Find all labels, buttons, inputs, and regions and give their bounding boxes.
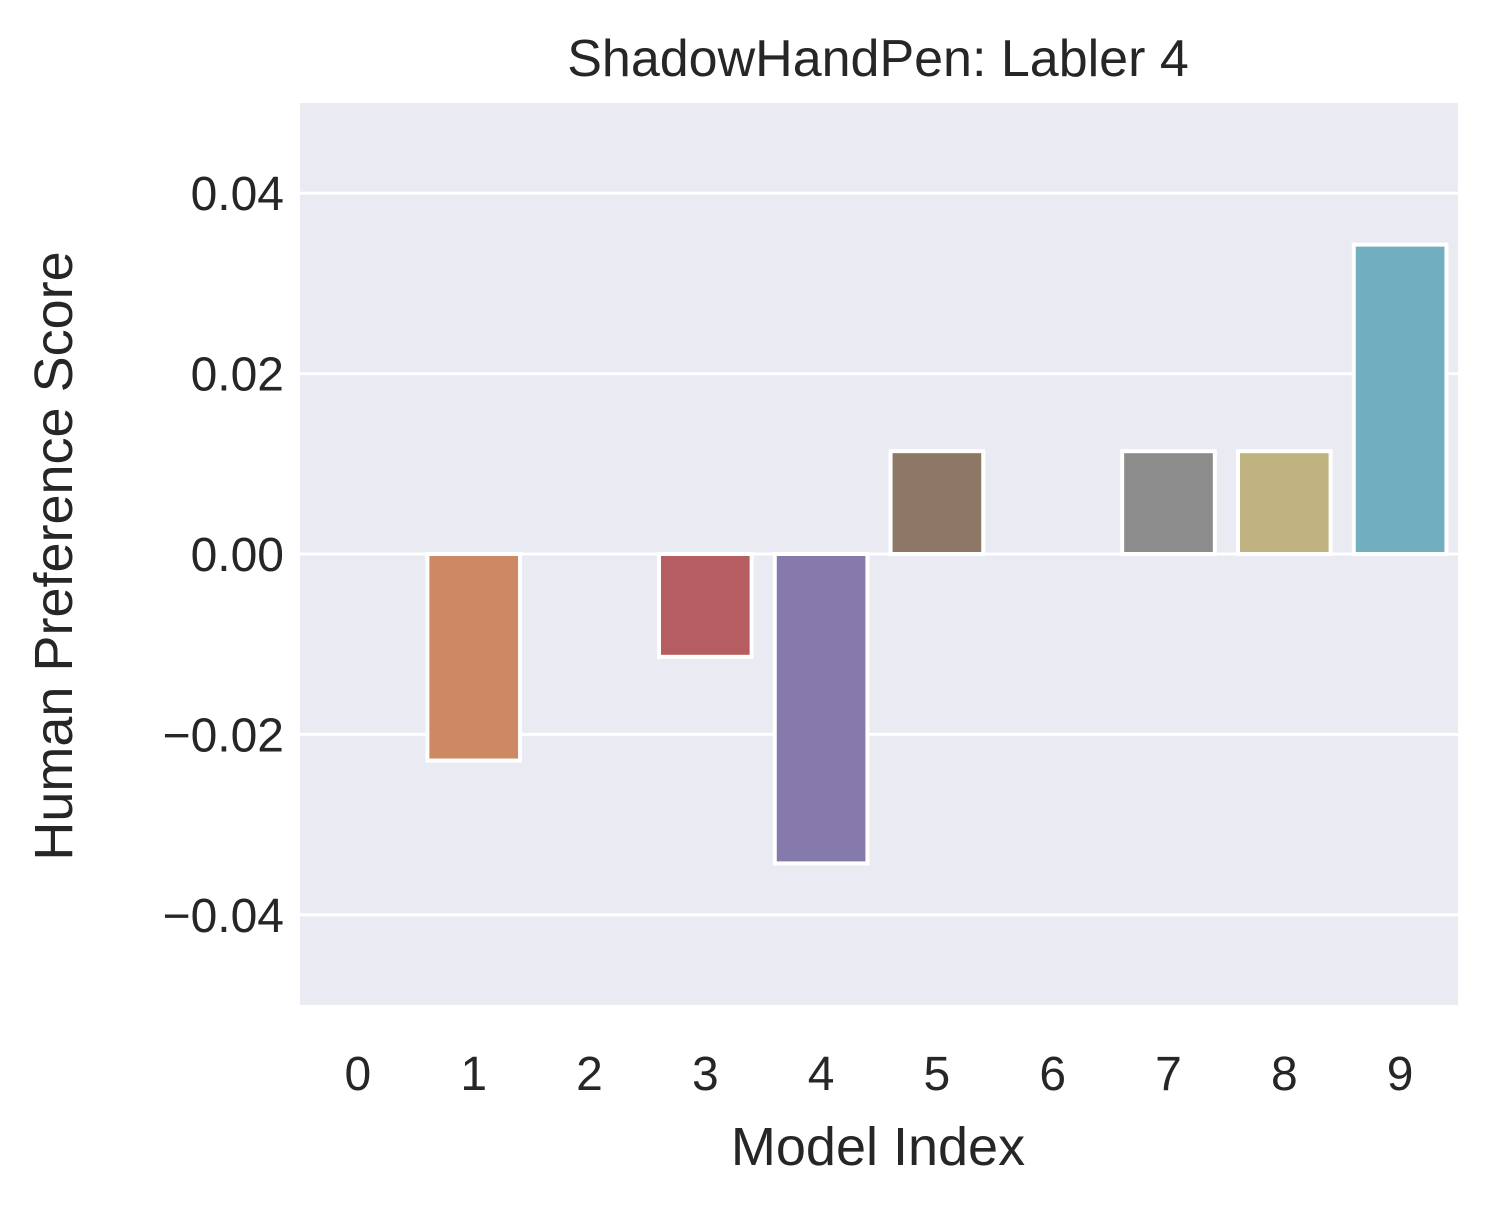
- y-tick-labels: 0.04 0.02 0.00 −0.02 −0.04: [163, 168, 284, 943]
- y-tick-label: 0.04: [191, 168, 284, 221]
- bar-9: [1351, 242, 1449, 556]
- x-tick-label: 8: [1271, 1048, 1298, 1101]
- y-tick-label: −0.02: [163, 709, 284, 762]
- x-tick-label: 0: [345, 1048, 372, 1101]
- x-tick-label: 5: [924, 1048, 951, 1101]
- x-tick-label: 2: [576, 1048, 603, 1101]
- bar-7: [1120, 449, 1217, 556]
- x-tick-label: 4: [808, 1048, 835, 1101]
- x-tick-label: 1: [460, 1048, 487, 1101]
- x-tick-label: 9: [1387, 1048, 1414, 1101]
- y-tick-label: −0.04: [163, 890, 284, 943]
- bar-1: [425, 552, 523, 763]
- bars: [425, 242, 1449, 866]
- y-axis-label: Human Preference Score: [24, 251, 84, 860]
- bar-5: [888, 449, 986, 556]
- bar-3: [656, 552, 754, 659]
- x-axis-label: Model Index: [731, 1117, 1025, 1177]
- x-tick-label: 6: [1039, 1048, 1066, 1101]
- y-tick-label: 0.02: [191, 349, 284, 402]
- x-tick-labels: 0 1 2 3 4 5 6 7 8 9: [345, 1048, 1414, 1101]
- bar-4: [772, 552, 870, 866]
- bar-8: [1235, 449, 1333, 556]
- y-tick-label: 0.00: [191, 529, 284, 582]
- chart-title: ShadowHandPen: Labler 4: [567, 30, 1189, 88]
- x-tick-label: 7: [1155, 1048, 1182, 1101]
- x-tick-label: 3: [692, 1048, 719, 1101]
